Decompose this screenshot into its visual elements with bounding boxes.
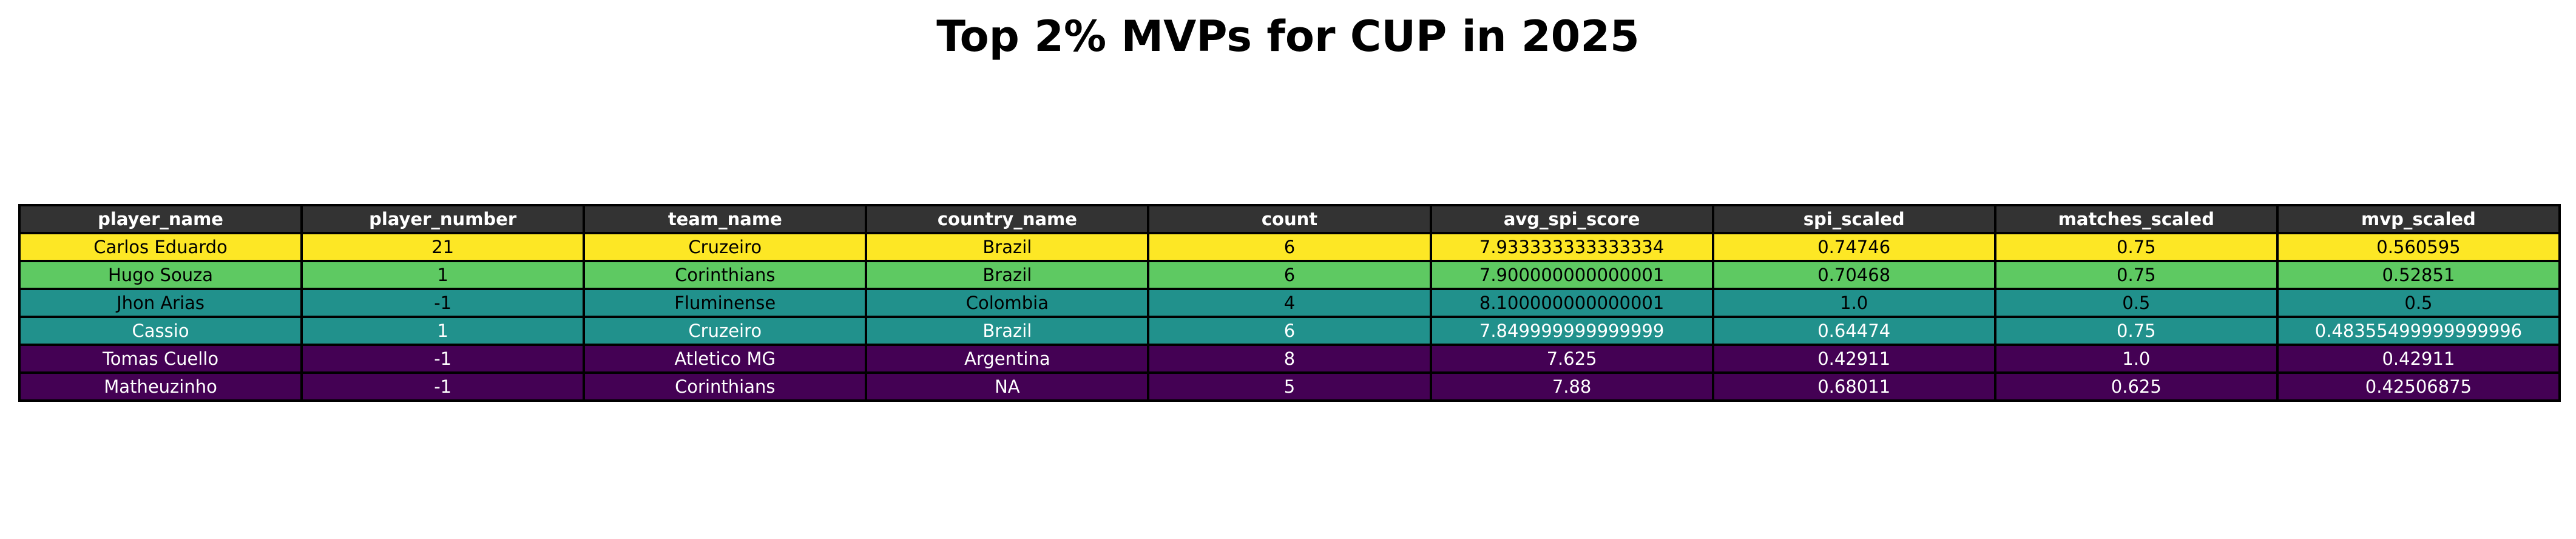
table-body: Carlos Eduardo 21 Cruzeiro Brazil 6 7.9333333… (18, 232, 2561, 402)
table-cell: Cruzeiro (583, 232, 868, 262)
table-cell: 0.75 (1993, 232, 2279, 262)
column-header-player-number: player_number (300, 204, 586, 234)
table-cell: 1 (300, 260, 586, 290)
column-header-country-name: country_name (865, 204, 1150, 234)
table-cell: 6 (1147, 232, 1432, 262)
column-header-spi-scaled: spi_scaled (1711, 204, 1996, 234)
table-cell: 0.42506875 (2276, 371, 2561, 402)
table-cell: 0.75 (1993, 316, 2279, 346)
column-header-matches-scaled: matches_scaled (1993, 204, 2279, 234)
table-cell: 7.88 (1429, 371, 1714, 402)
table-cell: 8.100000000000001 (1429, 288, 1714, 318)
table-cell: 0.560595 (2276, 232, 2561, 262)
chart-title: Top 2% MVPs for CUP in 2025 (936, 12, 1640, 61)
table-cell: Hugo Souza (18, 260, 303, 290)
table-cell: 0.5 (1993, 288, 2279, 318)
table-cell: 0.5 (2276, 288, 2561, 318)
header-row: player_name player_number team_name coun… (18, 204, 2561, 234)
table-cell: -1 (300, 288, 586, 318)
table-cell: 7.849999999999999 (1429, 316, 1714, 346)
table-cell: 6 (1147, 260, 1432, 290)
table-cell: 1.0 (1711, 288, 1996, 318)
column-header-team-name: team_name (583, 204, 868, 234)
table-cell: Carlos Eduardo (18, 232, 303, 262)
table-cell: 6 (1147, 316, 1432, 346)
table-cell: 0.48355499999999996 (2276, 316, 2561, 346)
table-cell: 7.933333333333334 (1429, 232, 1714, 262)
table-cell: 7.900000000000001 (1429, 260, 1714, 290)
table-cell: Argentina (865, 344, 1150, 374)
table-cell: 5 (1147, 371, 1432, 402)
table-row: Jhon Arias -1 Fluminense Colombia 4 8.1000000… (18, 288, 2561, 318)
table-cell: Colombia (865, 288, 1150, 318)
table-cell: 0.75 (1993, 260, 2279, 290)
table-cell: Fluminense (583, 288, 868, 318)
column-header-mvp-scaled: mvp_scaled (2276, 204, 2561, 234)
table-cell: 21 (300, 232, 586, 262)
table-cell: Brazil (865, 232, 1150, 262)
table-cell: Jhon Arias (18, 288, 303, 318)
table-cell: NA (865, 371, 1150, 402)
column-header-avg-spi-score: avg_spi_score (1429, 204, 1714, 234)
table-cell: Corinthians (583, 260, 868, 290)
table-cell: Cassio (18, 316, 303, 346)
table-row: Hugo Souza 1 Corinthians Brazil 6 7.900000000… (18, 260, 2561, 290)
table-cell: Corinthians (583, 371, 868, 402)
table-cell: Brazil (865, 260, 1150, 290)
table-cell: 0.625 (1993, 371, 2279, 402)
mvp-table: player_name player_number team_name coun… (18, 204, 2561, 402)
table-row: Tomas Cuello -1 Atletico MG Argentina 8 7.625… (18, 344, 2561, 374)
table-cell: 1 (300, 316, 586, 346)
table-row: Matheuzinho -1 Corinthians NA 5 7.88 0.68011 0.… (18, 371, 2561, 402)
table-cell: Tomas Cuello (18, 344, 303, 374)
column-header-player-name: player_name (18, 204, 303, 234)
table-cell: 0.68011 (1711, 371, 1996, 402)
table-cell: 8 (1147, 344, 1432, 374)
table-cell: 4 (1147, 288, 1432, 318)
table-cell: -1 (300, 371, 586, 402)
column-header-count: count (1147, 204, 1432, 234)
table-cell: 1.0 (1993, 344, 2279, 374)
table-row: Cassio 1 Cruzeiro Brazil 6 7.849999999999999 0… (18, 316, 2561, 346)
table-cell: 0.64474 (1711, 316, 1996, 346)
table-cell: Cruzeiro (583, 316, 868, 346)
table-cell: 0.70468 (1711, 260, 1996, 290)
table-cell: Brazil (865, 316, 1150, 346)
table-cell: Atletico MG (583, 344, 868, 374)
table-cell: Matheuzinho (18, 371, 303, 402)
table-cell: -1 (300, 344, 586, 374)
table-cell: 0.42911 (1711, 344, 1996, 374)
table-cell: 0.74746 (1711, 232, 1996, 262)
table-row: Carlos Eduardo 21 Cruzeiro Brazil 6 7.9333333… (18, 232, 2561, 262)
table-cell: 0.52851 (2276, 260, 2561, 290)
table-cell: 7.625 (1429, 344, 1714, 374)
table-cell: 0.42911 (2276, 344, 2561, 374)
